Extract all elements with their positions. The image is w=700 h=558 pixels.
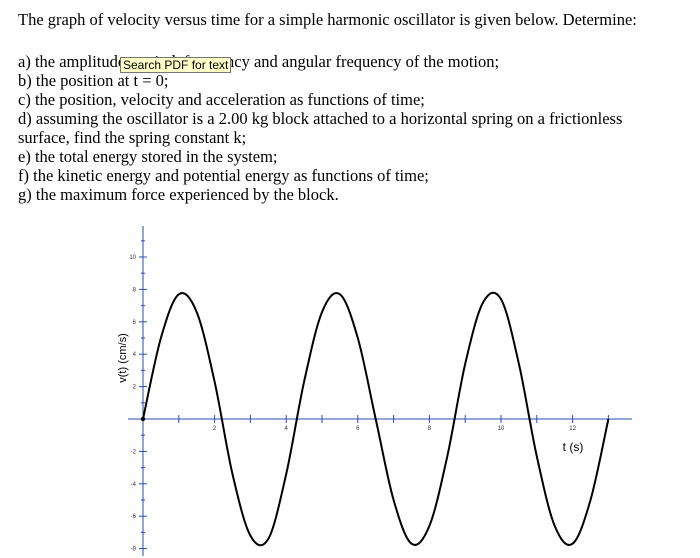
x-tick-label: 12 [569,426,576,432]
y-axis-label: v(t) (cm/s) [117,333,129,382]
question-g: g) the maximum force experienced by the … [18,185,339,204]
x-tick-label: 2 [213,426,217,432]
y-tick-label: -8 [131,547,137,553]
y-tick-label: 2 [133,385,137,391]
y-tick-label: 6 [133,320,137,326]
problem-intro: The graph of velocity versus time for a … [18,10,637,29]
question-d: d) assuming the oscillator is a 2.00 kg … [18,109,623,128]
question-e: e) the total energy stored in the system… [18,147,278,166]
velocity-curve [142,291,610,547]
search-pdf-tooltip[interactable]: Search PDF for text [120,57,232,73]
graph-ticks: 2 4 6 8 10 12 10 8 6 4 2 -2 -4 -6 -8 [129,240,609,553]
y-tick-label: -6 [131,514,137,520]
x-tick-label: 8 [428,426,432,432]
y-tick-label: 8 [133,287,137,293]
question-c: c) the position, velocity and accelerati… [18,90,425,109]
y-tick-label: 10 [129,255,136,261]
y-tick-label: -4 [131,482,137,488]
x-tick-label: 10 [498,426,505,432]
x-axis-label: t (s) [563,440,584,454]
x-tick-label: 4 [285,426,289,432]
question-b: b) the position at t = 0; [18,71,169,90]
x-tick-label: 6 [356,426,360,432]
question-list: a) the amplitude, period, frequency and … [18,52,688,204]
question-d-continued: surface, find the spring constant k; [18,128,247,147]
question-f: f) the kinetic energy and potential ener… [18,166,429,185]
graph-axes [128,226,632,556]
y-tick-label: -2 [131,449,137,455]
y-tick-label: 4 [133,352,137,358]
